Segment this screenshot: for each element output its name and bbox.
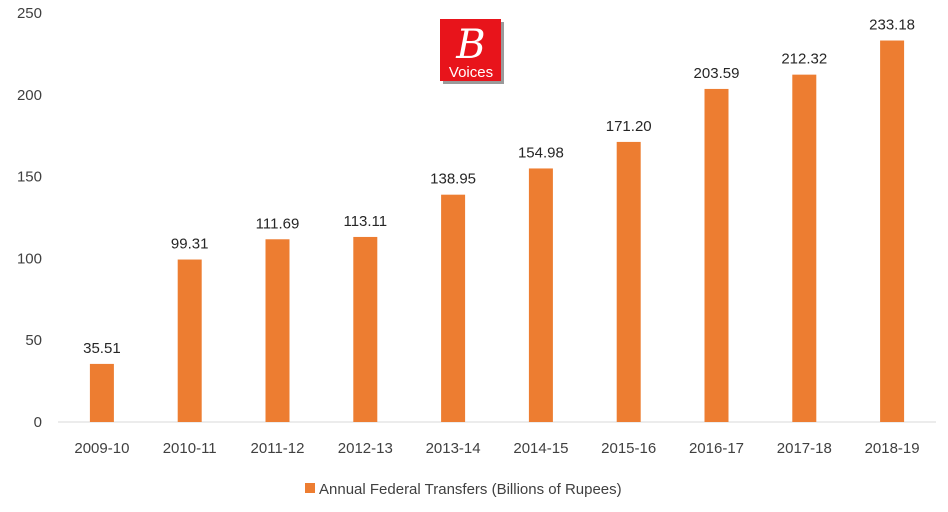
legend-swatch xyxy=(305,483,315,493)
y-tick-label: 50 xyxy=(25,332,42,349)
bar xyxy=(265,239,290,422)
bar xyxy=(880,40,905,423)
data-label: 154.98 xyxy=(518,144,564,161)
x-tick-label: 2017-18 xyxy=(777,440,832,457)
y-tick-label: 200 xyxy=(17,87,42,104)
x-tick-label: 2018-19 xyxy=(865,440,920,457)
x-tick-label: 2015-16 xyxy=(601,440,656,457)
data-label: 35.51 xyxy=(83,340,121,357)
bar xyxy=(616,141,641,422)
data-label: 212.32 xyxy=(781,51,827,68)
y-tick-label: 250 xyxy=(17,5,42,22)
logo-word: Voices xyxy=(449,64,493,81)
data-label: 138.95 xyxy=(430,171,476,188)
x-tick-label: 2014-15 xyxy=(513,440,568,457)
x-tick-label: 2009-10 xyxy=(74,440,129,457)
x-tick-label: 2016-17 xyxy=(689,440,744,457)
legend: Annual Federal Transfers (Billions of Ru… xyxy=(305,481,622,498)
logo-box xyxy=(440,19,501,81)
logo-letter: B xyxy=(455,22,485,68)
y-tick-label: 100 xyxy=(17,250,42,267)
y-axis: 0 50 100 150 200 250 xyxy=(17,5,42,431)
data-label: 233.18 xyxy=(869,17,915,34)
x-tick-labels: 2009-10 2010-11 2011-12 2012-13 2013-14 2014-… xyxy=(74,440,919,457)
legend-label: Annual Federal Transfers (Billions of Ru… xyxy=(319,481,622,498)
bar xyxy=(441,194,466,422)
y-tick-label: 0 xyxy=(34,414,42,431)
data-label: 203.59 xyxy=(694,65,740,82)
bar xyxy=(528,168,553,422)
data-label: 111.69 xyxy=(256,215,300,232)
bar xyxy=(704,88,729,422)
bar xyxy=(177,259,202,422)
b-voices-logo: B Voices xyxy=(440,19,504,84)
data-label: 171.20 xyxy=(606,118,652,135)
data-labels: 35.51 99.31 111.69 113.11 138.95 154.98 171.20… xyxy=(83,17,915,357)
x-tick-label: 2010-11 xyxy=(163,440,217,457)
x-tick-label: 2013-14 xyxy=(426,440,481,457)
bar xyxy=(89,363,114,422)
bars xyxy=(89,40,905,423)
data-label: 99.31 xyxy=(171,236,209,253)
x-tick-label: 2011-12 xyxy=(251,440,305,457)
x-tick-label: 2012-13 xyxy=(338,440,393,457)
bar xyxy=(353,236,378,422)
data-label: 113.11 xyxy=(343,213,387,230)
y-tick-label: 150 xyxy=(17,169,42,186)
bar xyxy=(792,74,817,423)
